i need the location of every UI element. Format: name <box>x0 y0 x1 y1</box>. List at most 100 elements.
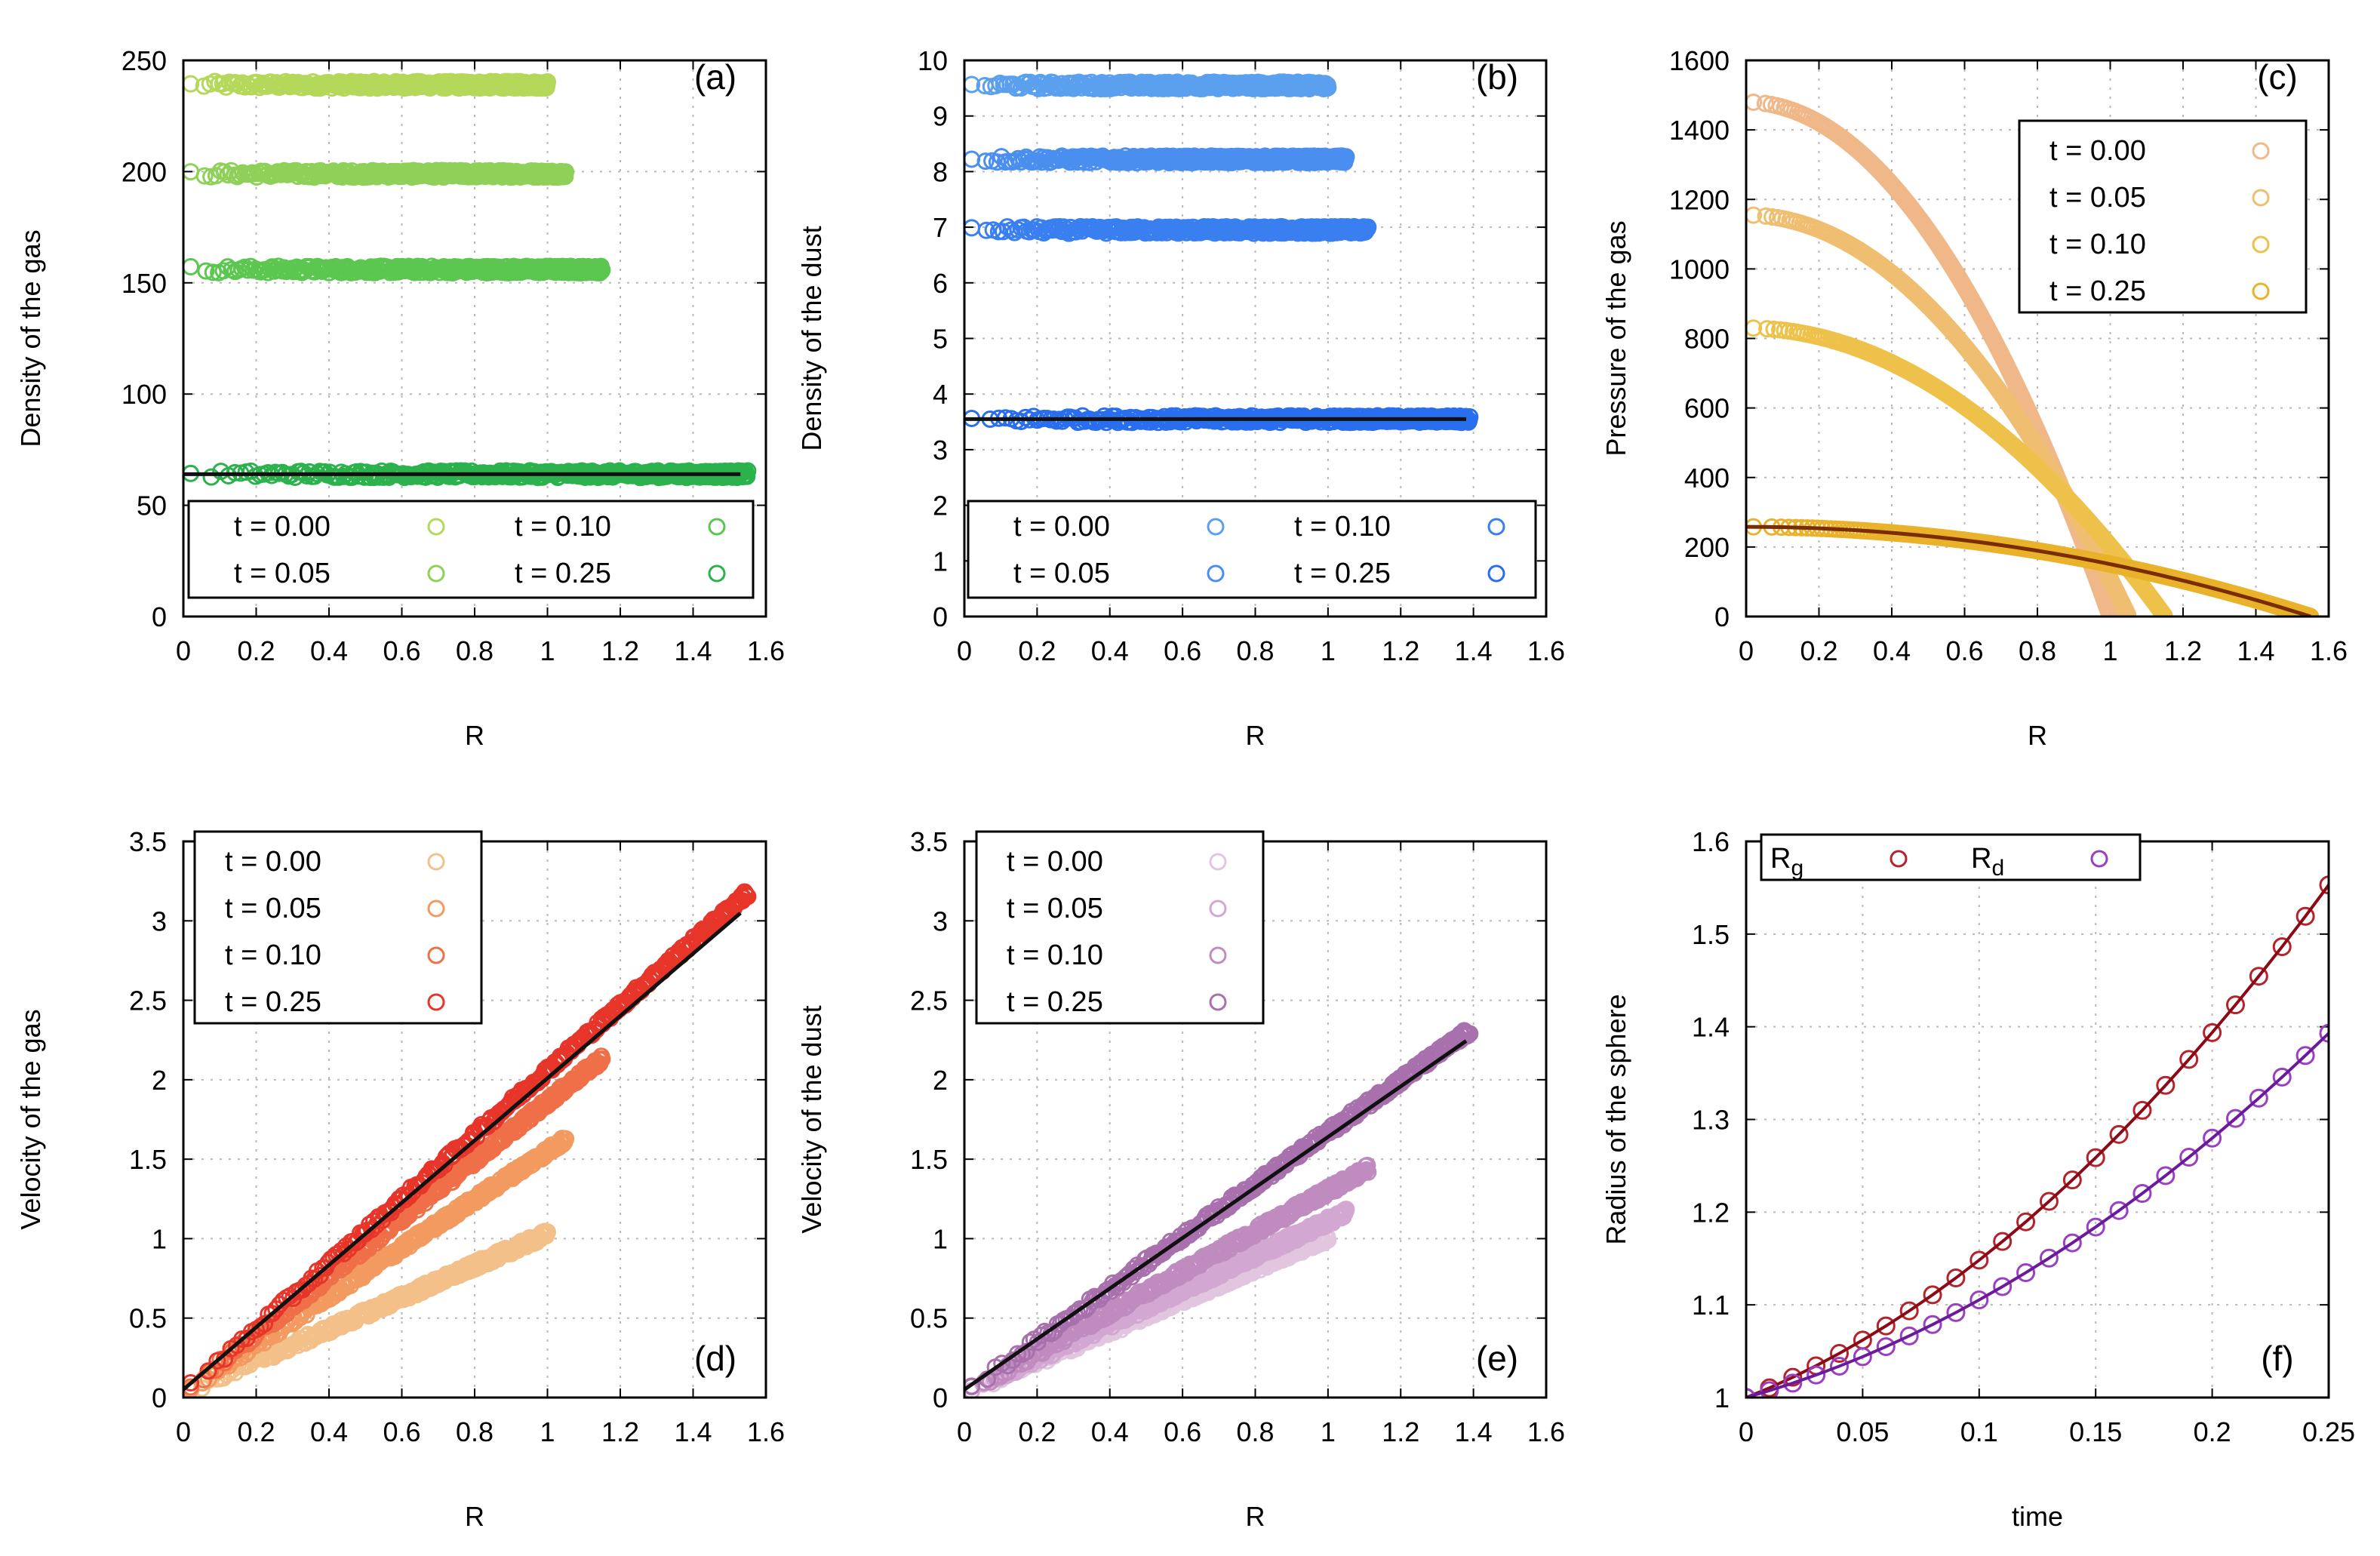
series-b-1 <box>964 147 1355 172</box>
legend-marker <box>1207 518 1225 536</box>
y-tick-label: 200 <box>1684 532 1730 563</box>
legend-label-text: t = 0.10 <box>1294 511 1391 543</box>
legend-label: t = 0.25 <box>1294 558 1391 589</box>
x-tick-label: 1.2 <box>601 1416 639 1447</box>
x-axis-label: R <box>2028 720 2047 751</box>
data-point <box>197 262 215 280</box>
y-tick-label: 3 <box>152 906 167 936</box>
legend-marker <box>708 564 726 583</box>
x-tick-label: 1.2 <box>601 635 639 666</box>
data-point <box>2119 606 2137 617</box>
x-tick-label: 0 <box>957 635 972 666</box>
data-point <box>977 221 995 239</box>
x-tick-label: 1.6 <box>747 635 785 666</box>
legend-label-text: t = 0.25 <box>515 558 611 589</box>
data-point <box>1015 218 1033 236</box>
x-tick-label: 0.8 <box>1236 635 1274 666</box>
x-tick-label: 1.4 <box>674 1416 712 1447</box>
x-axis-label: R <box>465 1501 484 1532</box>
data-point <box>183 75 200 93</box>
x-tick-label: 0.6 <box>1945 635 1983 666</box>
legend-marker <box>1207 564 1225 583</box>
data-point <box>1359 218 1377 236</box>
plot-area <box>964 73 1479 432</box>
plot-frame <box>1745 59 2330 618</box>
x-tick-label: 0.8 <box>456 1416 494 1447</box>
y-tick-label: 600 <box>1684 393 1730 424</box>
legend-marker <box>2252 142 2270 160</box>
x-tick-label: 0.6 <box>383 635 420 666</box>
panel-label: (b) <box>1476 57 1518 97</box>
panel-label: (a) <box>694 57 736 97</box>
x-tick-label: 1 <box>540 1416 555 1447</box>
legend-label-text: t = 0.05 <box>1013 558 1110 589</box>
data-point <box>1337 148 1355 166</box>
legend-label-text: t = 0.25 <box>1294 558 1391 589</box>
y-tick-label: 0 <box>1714 601 1730 632</box>
legend-label: t = 0.05 <box>2049 182 2146 214</box>
legend-box <box>187 500 755 599</box>
y-tick-label: 4 <box>933 379 948 410</box>
legend-label: t = 0.00 <box>234 511 331 543</box>
legend-label: t = 0.25 <box>515 558 611 589</box>
panel-b: 0 0.2 0.4 0.6 0.8 1 1.2 1.4 1.6012345678910RDens… <box>796 45 1565 751</box>
y-tick-label: 150 <box>121 268 167 299</box>
legend-label: t = 0.25 <box>2049 275 2146 307</box>
analytic-line <box>1746 524 2311 617</box>
legend: t = 0.00 t = 0.05 t = 0.10 t = 0.25 <box>2018 119 2308 314</box>
legend-marker <box>427 518 445 536</box>
data-point <box>593 261 611 279</box>
legend-marker <box>1487 564 1505 583</box>
data-point <box>1319 78 1337 97</box>
y-tick-label: 200 <box>121 156 167 187</box>
plot-area <box>183 72 757 487</box>
panel-label: (c) <box>2257 57 2298 97</box>
y-tick-label: 3.5 <box>129 826 167 857</box>
y-tick-label: 2 <box>933 490 948 521</box>
y-axis-label: Velocity of the gas <box>15 1009 46 1229</box>
legend-label-text: t = 0.00 <box>2049 135 2146 167</box>
data-point <box>557 163 575 181</box>
x-tick-label: 1.2 <box>1382 635 1419 666</box>
data-point <box>1746 94 1763 112</box>
legend-label: t = 0.10 <box>2049 229 2146 260</box>
y-tick-label: 1.5 <box>129 1144 167 1175</box>
x-tick-label: 0.4 <box>1091 635 1129 666</box>
series-a-2 <box>183 257 611 282</box>
data-point <box>539 73 556 91</box>
x-tick-label: 1 <box>540 635 555 666</box>
data-point <box>204 263 222 281</box>
y-tick-label: 1400 <box>1669 115 1730 146</box>
legend-label: t = 0.10 <box>1294 511 1391 543</box>
series-a-0 <box>183 72 556 97</box>
y-tick-label: 400 <box>1684 463 1730 494</box>
series-c-2 <box>1746 319 2173 617</box>
x-tick-label: 1.6 <box>747 1416 785 1447</box>
series-a-3 <box>183 462 757 487</box>
legend-label-text: t = 0.00 <box>234 511 331 543</box>
x-tick-label: 1.4 <box>674 635 712 666</box>
panel-a: 0 0.2 0.4 0.6 0.8 1 1.2 1.4 1.6050100150200250RD… <box>15 45 785 751</box>
legend-label: t = 0.10 <box>515 511 611 543</box>
x-tick-label: 0.2 <box>237 1416 275 1447</box>
data-point <box>976 152 995 171</box>
legend-label-text: t = 0.10 <box>2049 229 2146 260</box>
panel-d: 0 0.2 0.4 0.6 0.8 1 1.2 1.4 1.600.511.522.533.5R… <box>15 826 785 1532</box>
data-point <box>1461 407 1479 426</box>
series-d-0 <box>183 1222 556 1398</box>
y-tick-label: 0 <box>933 601 948 632</box>
plot-frame <box>182 59 767 618</box>
x-tick-label: 0.8 <box>2019 635 2056 666</box>
legend-box <box>2018 119 2308 314</box>
plot-area <box>1746 94 2320 617</box>
y-axis-label: Pressure of the gas <box>1601 220 1631 456</box>
legend-marker <box>1487 518 1505 536</box>
y-tick-label: 2 <box>152 1065 167 1096</box>
data-point <box>207 167 225 185</box>
legend-label: t = 0.00 <box>1013 511 1110 543</box>
y-axis-label: Density of the dust <box>796 226 827 451</box>
legend-marker <box>2252 282 2270 300</box>
y-tick-label: 0 <box>152 601 167 632</box>
x-tick-label: 0 <box>176 1416 191 1447</box>
series-a-1 <box>183 161 575 186</box>
